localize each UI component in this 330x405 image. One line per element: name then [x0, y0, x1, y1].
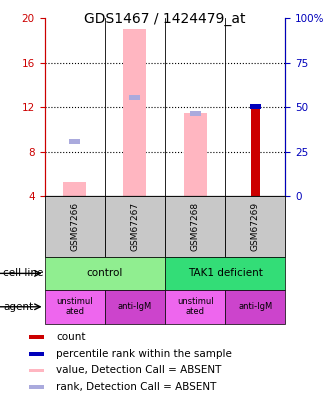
FancyBboxPatch shape — [105, 196, 165, 257]
Bar — [165, 290, 225, 324]
Text: GSM67266: GSM67266 — [70, 202, 79, 252]
FancyBboxPatch shape — [165, 196, 225, 257]
Bar — [165, 257, 285, 290]
FancyBboxPatch shape — [225, 196, 285, 257]
Text: control: control — [86, 269, 123, 278]
Text: unstimul
ated: unstimul ated — [177, 297, 214, 316]
Bar — [190, 111, 201, 116]
Bar — [250, 104, 261, 109]
Bar — [251, 107, 260, 196]
Text: GSM67268: GSM67268 — [191, 202, 200, 252]
Text: TAK1 deficient: TAK1 deficient — [188, 269, 263, 278]
Bar — [45, 257, 165, 290]
Text: anti-IgM: anti-IgM — [238, 302, 273, 311]
Bar — [105, 290, 165, 324]
Bar — [29, 335, 44, 339]
Bar — [123, 30, 146, 196]
Bar — [225, 290, 285, 324]
Bar — [45, 290, 105, 324]
Text: anti-IgM: anti-IgM — [118, 302, 152, 311]
Bar — [29, 369, 44, 372]
Text: agent: agent — [3, 302, 33, 312]
Text: value, Detection Call = ABSENT: value, Detection Call = ABSENT — [56, 365, 221, 375]
Text: rank, Detection Call = ABSENT: rank, Detection Call = ABSENT — [56, 382, 216, 392]
Text: cell line: cell line — [3, 269, 44, 278]
Bar — [69, 139, 80, 144]
Text: GSM67269: GSM67269 — [251, 202, 260, 252]
Bar — [129, 94, 140, 100]
FancyBboxPatch shape — [45, 196, 105, 257]
Text: percentile rank within the sample: percentile rank within the sample — [56, 349, 232, 359]
Text: GSM67267: GSM67267 — [130, 202, 139, 252]
Bar — [29, 386, 44, 389]
Bar — [29, 352, 44, 356]
Text: unstimul
ated: unstimul ated — [56, 297, 93, 316]
Bar — [184, 113, 207, 196]
Text: GDS1467 / 1424479_at: GDS1467 / 1424479_at — [84, 12, 246, 26]
Text: count: count — [56, 332, 85, 342]
Bar — [63, 182, 86, 196]
